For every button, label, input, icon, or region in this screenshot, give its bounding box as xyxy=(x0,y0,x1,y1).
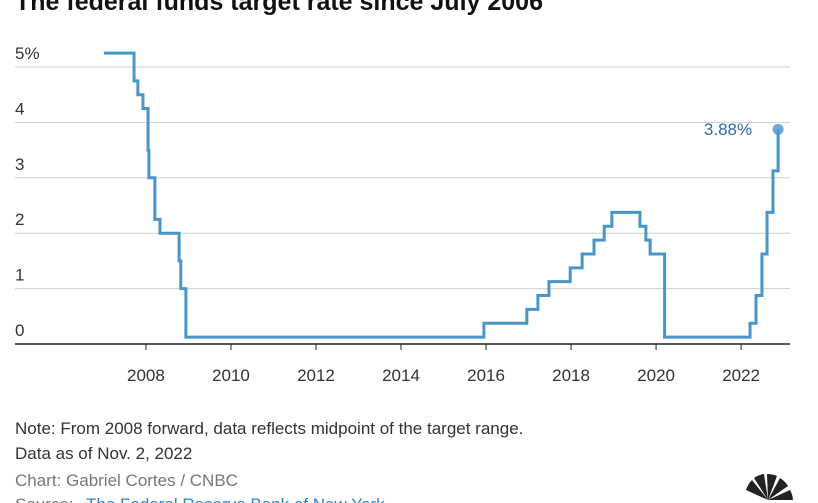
end-label: 3.88% xyxy=(704,120,752,139)
y-tick-label: 4 xyxy=(15,99,24,118)
y-tick-label: 1 xyxy=(15,266,24,285)
source-link[interactable]: The Federal Reserve Bank of New York xyxy=(86,495,385,503)
rate-line xyxy=(103,51,780,339)
credit: Chart: Gabriel Cortes / CNBC xyxy=(15,471,238,490)
x-tick-label: 2018 xyxy=(552,366,590,385)
y-tick-label: 3 xyxy=(15,155,24,174)
x-tick-label: 2016 xyxy=(467,366,505,385)
x-tick-label: 2008 xyxy=(127,366,165,385)
x-tick-label: 2010 xyxy=(212,366,250,385)
x-tick-label: 2012 xyxy=(297,366,335,385)
chart-title: The federal funds target rate since July… xyxy=(15,0,543,16)
note: Data as of Nov. 2, 2022 xyxy=(15,444,192,463)
end-dot xyxy=(772,123,784,135)
logo xyxy=(746,473,793,500)
y-tick-label: 5% xyxy=(15,44,40,63)
note: Note: From 2008 forward, data reflects m… xyxy=(15,419,523,438)
x-tick-label: 2020 xyxy=(637,366,675,385)
x-tick-label: 2022 xyxy=(722,366,760,385)
x-tick-label: 2014 xyxy=(382,366,420,385)
source-prefix: Source: xyxy=(15,495,74,503)
y-tick-label: 0 xyxy=(15,321,24,340)
y-tick-label: 2 xyxy=(15,210,24,229)
